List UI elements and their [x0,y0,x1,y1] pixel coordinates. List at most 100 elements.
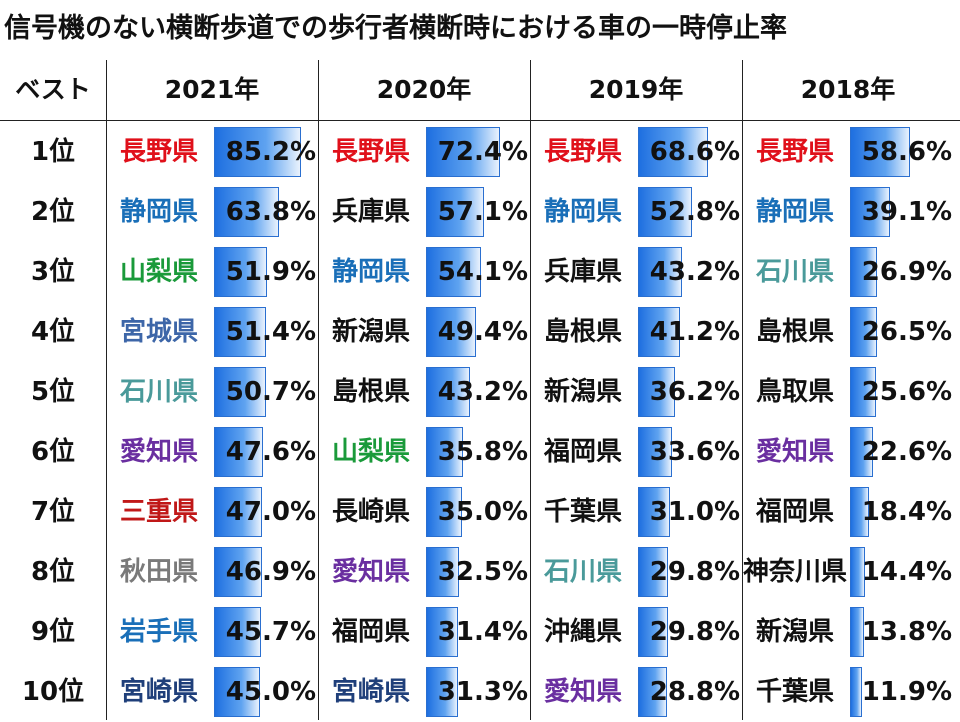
value-cell: 31.4% [424,602,530,662]
prefecture-name: 岩手県 [119,617,198,647]
value-cell: 63.8% [212,182,318,242]
rank-label: 7位 [30,497,76,527]
rank-label: 6位 [30,437,76,467]
prefecture-name: 石川県 [755,257,834,287]
data-label: 36.2% [649,377,740,407]
data-bar [426,187,484,237]
data-bar [850,367,876,417]
value-cell: 45.0% [212,662,318,722]
prefecture-name: 福岡県 [755,497,834,527]
data-label: 47.0% [225,497,316,527]
prefecture-name: 新潟県 [331,317,410,347]
prefecture-name: 兵庫県 [543,257,622,287]
value-cell: 45.7% [212,602,318,662]
data-label: 32.5% [437,557,528,587]
value-cell: 41.2% [636,302,742,362]
data-bar [426,427,463,477]
prefecture-name: 愛知県 [331,557,410,587]
prefecture-name: 神奈川県 [742,557,847,587]
prefecture-name: 静岡県 [331,257,410,287]
data-bar [850,667,862,717]
data-label: 13.8% [861,617,952,647]
prefecture-name: 石川県 [543,557,622,587]
value-cell: 18.4% [848,482,954,542]
data-label: 29.8% [649,617,740,647]
value-cell: 54.1% [424,242,530,302]
data-bar [638,247,682,297]
data-bar [638,487,670,537]
data-label: 14.4% [861,557,952,587]
table-row: 5位 石川県 50.7% 島根県 43.2% 新潟県 36.2% 鳥取県 25.6% [0,362,960,422]
prefecture-name: 静岡県 [543,197,622,227]
prefecture-name: 長野県 [543,137,622,167]
column-divider [106,60,107,720]
value-cell: 43.2% [424,362,530,422]
value-cell: 52.8% [636,182,742,242]
value-cell: 85.2% [212,122,318,182]
data-bar [426,667,458,717]
data-bar [426,247,481,297]
value-cell: 31.3% [424,662,530,722]
data-label: 85.2% [225,137,316,167]
data-label: 57.1% [437,197,528,227]
value-cell: 51.4% [212,302,318,362]
prefecture-name: 島根県 [543,317,622,347]
data-label: 41.2% [649,317,740,347]
value-cell: 50.7% [212,362,318,422]
prefecture-name: 石川県 [119,377,198,407]
value-cell: 11.9% [848,662,954,722]
data-label: 35.0% [437,497,528,527]
data-bar [214,487,262,537]
prefecture-name: 静岡県 [755,197,834,227]
prefecture-name: 新潟県 [543,377,622,407]
data-label: 45.7% [225,617,316,647]
prefecture-name: 長野県 [755,137,834,167]
rank-label: 3位 [30,257,76,287]
data-bar [214,427,263,477]
value-cell: 72.4% [424,122,530,182]
table-row: 7位 三重県 47.0% 長崎県 35.0% 千葉県 31.0% 福岡県 18.4% [0,482,960,542]
value-cell: 51.9% [212,242,318,302]
data-bar [426,547,459,597]
value-cell: 36.2% [636,362,742,422]
data-bar [214,127,301,177]
data-bar [426,307,476,357]
data-label: 11.9% [861,677,952,707]
prefecture-name: 宮崎県 [119,677,198,707]
value-cell: 47.0% [212,482,318,542]
data-label: 39.1% [861,197,952,227]
data-label: 49.4% [437,317,528,347]
table-row: 9位 岩手県 45.7% 福岡県 31.4% 沖縄県 29.8% 新潟県 13.8% [0,602,960,662]
column-divider [318,60,319,720]
header-year-2018: 2018年 [800,75,896,104]
data-label: 29.8% [649,557,740,587]
data-label: 51.4% [225,317,316,347]
data-label: 50.7% [225,377,316,407]
data-bar [214,667,260,717]
prefecture-name: 島根県 [755,317,834,347]
column-divider [530,60,531,720]
prefecture-name: 千葉県 [543,497,622,527]
value-cell: 29.8% [636,542,742,602]
data-label: 43.2% [649,257,740,287]
column-divider [742,60,743,720]
rank-label: 4位 [30,317,76,347]
header-divider [0,120,960,121]
data-label: 47.6% [225,437,316,467]
data-label: 72.4% [437,137,528,167]
prefecture-name: 愛知県 [119,437,198,467]
prefecture-name: 千葉県 [755,677,834,707]
value-cell: 43.2% [636,242,742,302]
data-label: 22.6% [861,437,952,467]
data-bar [638,667,667,717]
value-cell: 57.1% [424,182,530,242]
header-year-2021: 2021年 [164,75,260,104]
data-label: 31.4% [437,617,528,647]
data-bar [638,367,675,417]
data-bar [426,127,500,177]
ranking-table: ベスト 2021年 2020年 2019年 2018年 1位 長野県 85.2% 長野… [0,60,960,720]
value-cell: 26.9% [848,242,954,302]
data-label: 58.6% [861,137,952,167]
data-label: 43.2% [437,377,528,407]
data-label: 52.8% [649,197,740,227]
